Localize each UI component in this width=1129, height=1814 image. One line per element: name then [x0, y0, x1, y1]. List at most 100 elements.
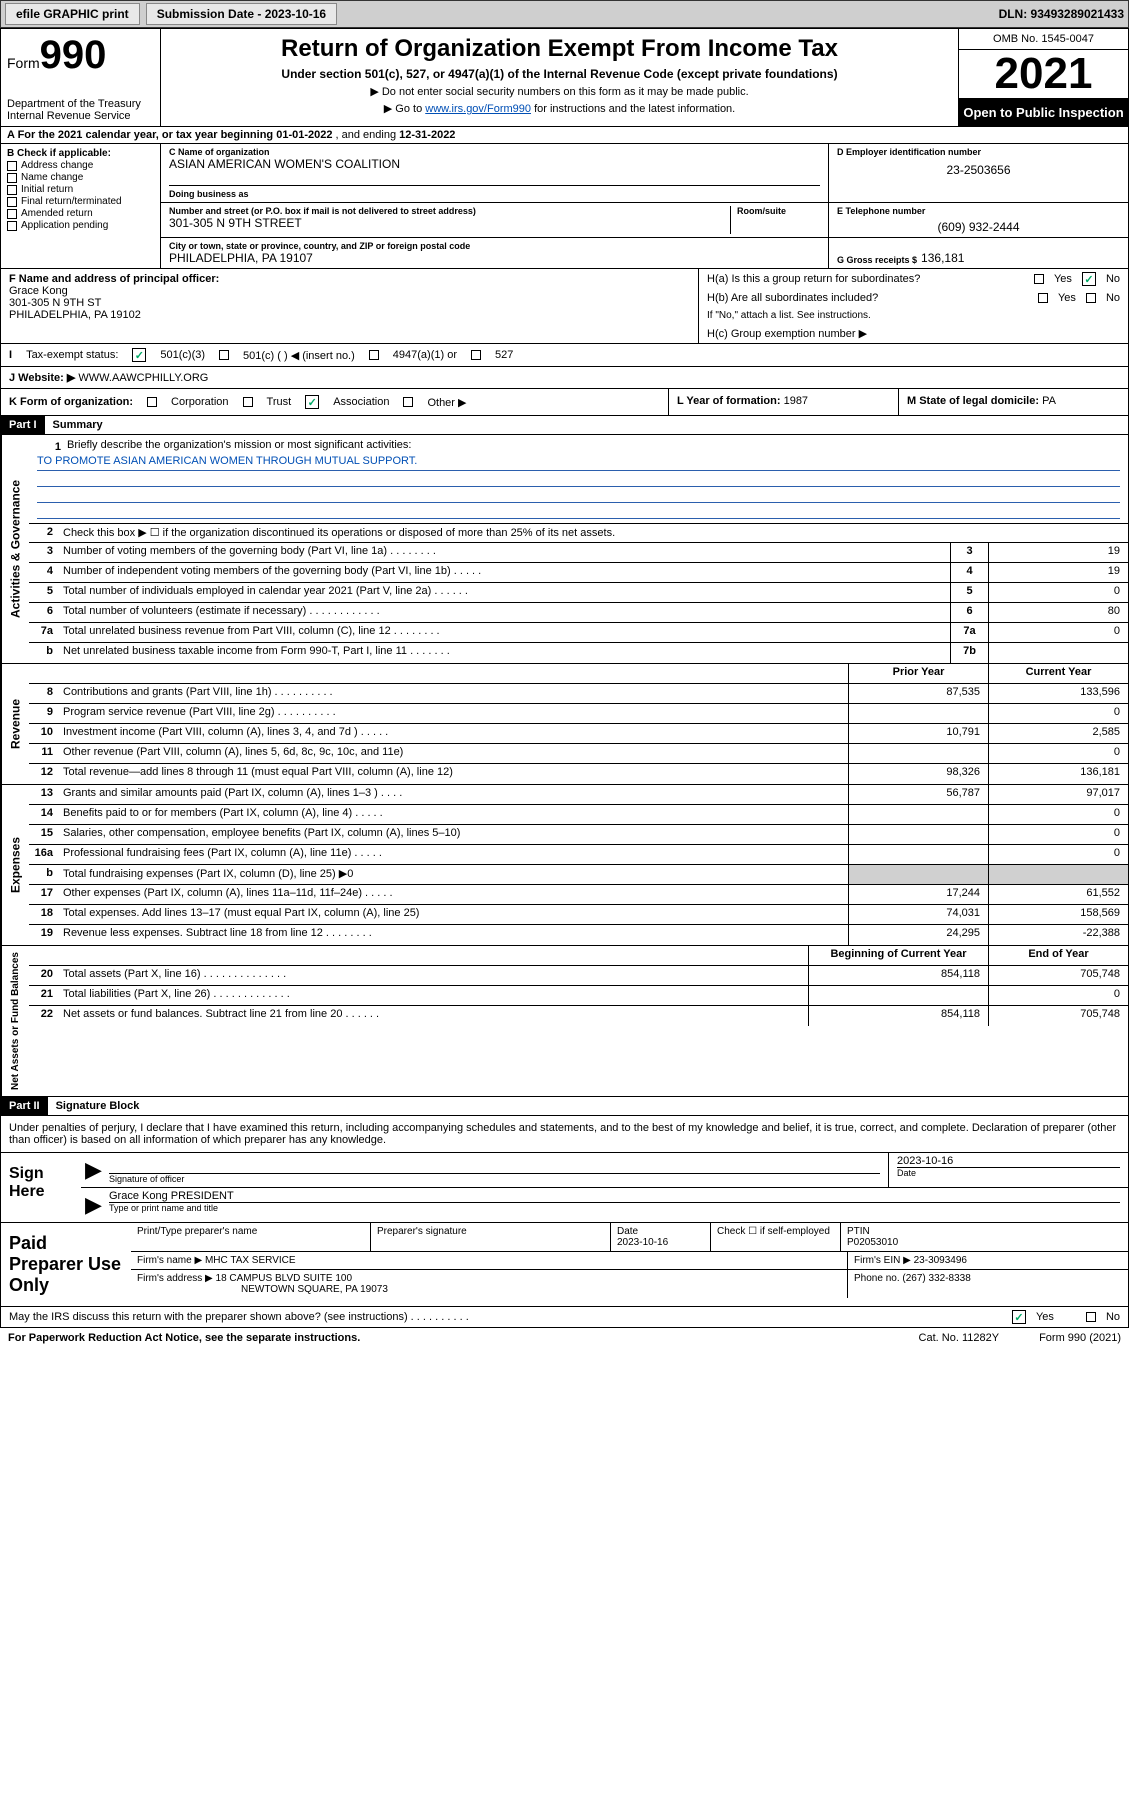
k-corp-checkbox[interactable] [147, 397, 157, 407]
b-item-label: Name change [21, 172, 83, 183]
ptin-value: P02053010 [847, 1237, 1122, 1248]
discuss-no-checkbox[interactable] [1086, 1312, 1096, 1322]
current-year-hdr: Current Year [988, 664, 1128, 683]
prior-val: 56,787 [848, 785, 988, 804]
summary-val: 0 [988, 583, 1128, 602]
form-subtitle: Under section 501(c), 527, or 4947(a)(1)… [171, 67, 948, 81]
b-checkbox[interactable] [7, 185, 17, 195]
b-checkbox[interactable] [7, 209, 17, 219]
website-value: WWW.AAWCPHILLY.ORG [78, 372, 208, 384]
firm-name-label: Firm's name ▶ [137, 1255, 202, 1266]
section-klm: K Form of organization: Corporation Trus… [0, 389, 1129, 416]
row-a-tax-year: A For the 2021 calendar year, or tax yea… [0, 127, 1129, 144]
section-bcd: B Check if applicable: Address changeNam… [0, 144, 1129, 269]
summary-ans: 4 [950, 563, 988, 582]
efile-print-button[interactable]: efile GRAPHIC print [5, 3, 140, 25]
b-checkbox[interactable] [7, 161, 17, 171]
summary-text: Total fundraising expenses (Part IX, col… [59, 865, 848, 884]
section-k: K Form of organization: Corporation Trus… [1, 389, 668, 415]
cur-val: 133,596 [988, 684, 1128, 703]
hb-yes-checkbox[interactable] [1038, 293, 1048, 303]
b-item-label: Application pending [21, 220, 108, 231]
submission-date-button[interactable]: Submission Date - 2023-10-16 [146, 3, 337, 25]
b-checkbox[interactable] [7, 197, 17, 207]
opt-4947: 4947(a)(1) or [393, 349, 457, 361]
summary-text: Contributions and grants (Part VIII, lin… [59, 684, 848, 703]
b-checkbox[interactable] [7, 173, 17, 183]
hb-no-checkbox[interactable] [1086, 293, 1096, 303]
k-assoc-checkbox[interactable]: ✓ [305, 395, 319, 409]
form-number: Form990 [7, 33, 154, 78]
summary-text: Number of voting members of the governin… [59, 543, 950, 562]
prior-val: 74,031 [848, 905, 988, 924]
prior-val: 24,295 [848, 925, 988, 945]
row-a-end: 12-31-2022 [399, 129, 455, 141]
street-label: Number and street (or P.O. box if mail i… [169, 206, 730, 216]
k-other-checkbox[interactable] [403, 397, 413, 407]
501c3-checkbox[interactable]: ✓ [132, 348, 146, 362]
cur-val: 0 [988, 704, 1128, 723]
prior-val: 17,244 [848, 885, 988, 904]
form-title: Return of Organization Exempt From Incom… [171, 35, 948, 63]
firm-ein-value: 23-3093496 [914, 1255, 967, 1266]
summary-text: Other revenue (Part VIII, column (A), li… [59, 744, 848, 763]
row-a-prefix: A For the 2021 calendar year, or tax yea… [7, 129, 276, 141]
discuss-yes-checkbox[interactable]: ✓ [1012, 1310, 1026, 1324]
begin-val: 854,118 [808, 1006, 988, 1026]
begin-year-hdr: Beginning of Current Year [808, 946, 988, 965]
side-net: Net Assets or Fund Balances [1, 946, 29, 1096]
side-governance: Activities & Governance [1, 435, 29, 663]
summary-text: Professional fundraising fees (Part IX, … [59, 845, 848, 864]
527-checkbox[interactable] [471, 350, 481, 360]
prep-sig-label: Preparer's signature [371, 1223, 611, 1251]
summary-val: 0 [988, 623, 1128, 642]
irs-link[interactable]: www.irs.gov/Form990 [425, 103, 531, 115]
prep-date-value: 2023-10-16 [617, 1237, 704, 1248]
d-ein-label: D Employer identification number [837, 147, 1120, 157]
cur-val: 158,569 [988, 905, 1128, 924]
summary-text: Benefits paid to or for members (Part IX… [59, 805, 848, 824]
4947-checkbox[interactable] [369, 350, 379, 360]
summary-text: Total expenses. Add lines 13–17 (must eq… [59, 905, 848, 924]
j-label: J Website: ▶ [9, 372, 75, 384]
b-checkbox[interactable] [7, 221, 17, 231]
top-bar: efile GRAPHIC print Submission Date - 20… [0, 0, 1129, 28]
k-label: K Form of organization: [9, 396, 133, 408]
e-phone-label: E Telephone number [837, 206, 1120, 216]
section-m: M State of legal domicile: PA [898, 389, 1128, 415]
prep-date-label: Date [617, 1226, 704, 1237]
part-1-header: Part I Summary [0, 416, 1129, 435]
c-name-label: C Name of organization [169, 147, 820, 157]
part-1-title: Summary [45, 416, 111, 434]
summary-text: Total revenue—add lines 8 through 11 (mu… [59, 764, 848, 784]
k-assoc: Association [333, 396, 389, 408]
yes-label-2: Yes [1058, 292, 1076, 304]
yes-label: Yes [1054, 273, 1072, 285]
summary-text: Total unrelated business revenue from Pa… [59, 623, 950, 642]
ha-no-checkbox[interactable]: ✓ [1082, 272, 1096, 286]
summary-val: 19 [988, 543, 1128, 562]
mission-text: TO PROMOTE ASIAN AMERICAN WOMEN THROUGH … [37, 455, 1120, 471]
l-label: L Year of formation: [677, 395, 781, 407]
g-receipts-label: G Gross receipts $ [837, 255, 917, 265]
501c-checkbox[interactable] [219, 350, 229, 360]
paid-preparer-label: Paid Preparer Use Only [1, 1223, 131, 1306]
cur-val: 0 [988, 845, 1128, 864]
row-a-begin: 01-01-2022 [276, 129, 332, 141]
dept-label: Department of the Treasury Internal Reve… [7, 98, 154, 122]
b-header: B Check if applicable: [7, 148, 154, 159]
open-inspection: Open to Public Inspection [959, 99, 1128, 126]
ha-yes-checkbox[interactable] [1034, 274, 1044, 284]
prior-year-hdr: Prior Year [848, 664, 988, 683]
prep-name-label: Print/Type preparer's name [131, 1223, 371, 1251]
opt-501c: 501(c) ( ) ◀ (insert no.) [243, 349, 355, 362]
omb-number: OMB No. 1545-0047 [959, 29, 1128, 50]
k-trust-checkbox[interactable] [243, 397, 253, 407]
paperwork-notice: For Paperwork Reduction Act Notice, see … [8, 1332, 360, 1344]
note2-suffix: for instructions and the latest informat… [531, 103, 735, 115]
m-label: M State of legal domicile: [907, 395, 1039, 407]
end-val: 0 [988, 986, 1128, 1005]
firm-phone-label: Phone no. [854, 1273, 900, 1284]
discuss-row: May the IRS discuss this return with the… [0, 1307, 1129, 1328]
ptin-label: PTIN [847, 1226, 1122, 1237]
